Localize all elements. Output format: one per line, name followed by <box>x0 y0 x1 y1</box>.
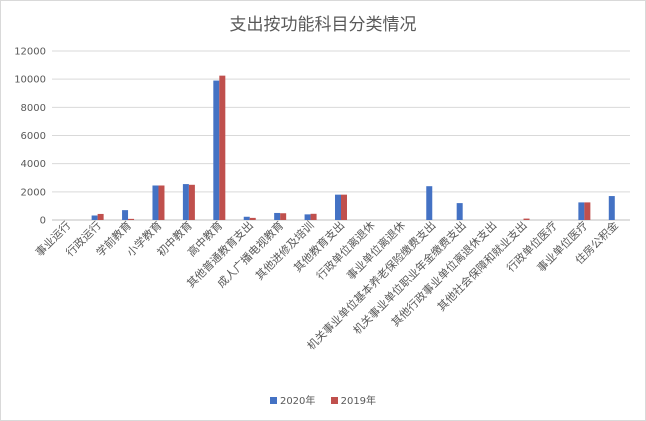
bar-2019 <box>341 194 347 220</box>
legend: 2020年 2019年 <box>0 392 646 407</box>
bar-2020 <box>426 186 433 220</box>
y-tick-label: 0 <box>40 216 46 227</box>
legend-entry-2019: 2019年 <box>330 392 377 407</box>
legend-label-2019: 2019年 <box>340 396 377 407</box>
bar-2020 <box>213 80 220 220</box>
legend-label-2020: 2020年 <box>279 396 316 407</box>
bar-2020 <box>608 196 615 220</box>
bar-2020 <box>304 214 311 220</box>
bar-2019 <box>280 213 287 220</box>
bar-2020 <box>182 184 189 220</box>
bar-2020 <box>274 212 281 220</box>
y-tick-label: 10000 <box>14 75 46 86</box>
y-tick-label: 8000 <box>21 103 46 114</box>
bar-2019 <box>584 202 591 220</box>
legend-swatch-2019 <box>330 397 338 404</box>
bar-2020 <box>122 210 129 220</box>
bar-2019 <box>128 218 135 220</box>
bar-2020 <box>578 202 585 220</box>
bar-2020 <box>456 203 463 220</box>
bar-2019 <box>188 184 195 220</box>
legend-entry-2020: 2020年 <box>269 392 316 407</box>
bar-2019 <box>310 213 317 220</box>
chart-title: 支出按功能科目分类情况 <box>229 15 417 35</box>
bar-2020 <box>152 185 159 220</box>
bar-2020 <box>91 215 98 220</box>
y-tick-label: 4000 <box>21 159 46 170</box>
bar-2019 <box>219 75 226 220</box>
y-tick-label: 6000 <box>21 131 46 142</box>
y-tick-label: 2000 <box>21 187 46 198</box>
bar-2019 <box>158 185 165 220</box>
bar-2020 <box>243 216 250 220</box>
bar-2019 <box>97 213 104 220</box>
bar-2019 <box>249 217 256 220</box>
bar-2020 <box>335 194 341 220</box>
bar-2019 <box>523 218 530 220</box>
y-tick-label: 12000 <box>14 47 46 58</box>
legend-swatch-2020 <box>269 397 277 404</box>
